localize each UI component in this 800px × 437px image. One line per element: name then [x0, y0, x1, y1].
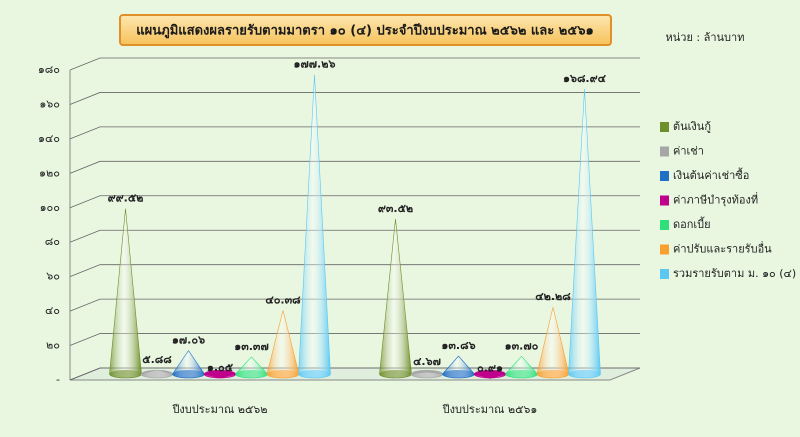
value-label: ๑๓.๓๗ — [234, 340, 268, 353]
legend-swatch — [660, 244, 669, 255]
x-tick-label: ปีงบประมาณ ๒๕๖๒ — [171, 403, 267, 416]
cone — [568, 89, 601, 379]
grid-line — [69, 126, 640, 140]
legend-swatch — [660, 220, 669, 230]
grid-line — [69, 57, 640, 71]
value-label: ๑๖๘.๙๔ — [563, 72, 607, 85]
y-tick-label: ๔๐ — [45, 304, 60, 317]
value-label: ๕.๘๘ — [142, 353, 172, 366]
chart-title: แผนภูมิแสดงผลรายรับตามมาตรา ๑๐ (๔) ประจำ… — [136, 23, 593, 39]
grid-line — [69, 264, 640, 278]
value-label: ๑๓.๘๖ — [441, 339, 475, 352]
y-tick-label: - — [56, 373, 60, 386]
title-box — [119, 14, 612, 46]
cone — [536, 307, 570, 379]
grid-line — [69, 333, 640, 346]
cone — [298, 74, 331, 379]
value-label: ๙๙.๕๒ — [108, 192, 144, 205]
grid-line — [69, 229, 640, 243]
cone — [379, 218, 412, 379]
grid-line — [69, 160, 640, 174]
legend-label: เงินต้นค่าเช่าซื้อ — [673, 167, 749, 182]
value-label: ๑๓.๗๐ — [505, 339, 539, 352]
legend-swatch — [660, 195, 669, 206]
legend-label: ดอกเบี้ย — [673, 216, 711, 231]
y-tick-label: ๑๖๐ — [39, 97, 60, 110]
value-label: ๔.๖๗ — [413, 355, 441, 368]
value-label: ๙๓.๕๒ — [378, 202, 413, 215]
y-tick-label: ๑๒๐ — [39, 166, 60, 179]
value-label: ๔๒.๒๘ — [535, 290, 571, 303]
legend-swatch — [660, 171, 669, 181]
cone — [109, 208, 142, 379]
y-tick-label: ๒๐ — [46, 339, 60, 352]
legend-swatch — [660, 146, 669, 157]
y-tick-label: ๑๘๐ — [38, 63, 60, 76]
grid-line — [69, 92, 640, 105]
grid-line — [69, 298, 640, 312]
value-label: ๔๐.๓๘ — [265, 293, 301, 306]
legend-label: ค่าเช่า — [673, 145, 704, 158]
legend-label: ต้นเงินกู้ — [673, 120, 711, 133]
legend-label: ค่าปรับและรายรับอื่น — [673, 241, 772, 256]
cone — [235, 356, 268, 379]
y-tick-label: ๑๐๐ — [40, 201, 60, 214]
value-label: ๑๗๗.๒๖ — [294, 58, 336, 71]
value-label: ๐.๙๑ — [477, 361, 503, 374]
x-tick-label: ปีงบประมาณ ๒๕๖๑ — [442, 403, 538, 416]
cone — [505, 355, 538, 379]
legend-label: ค่าภาษีบำรุงท้องที่ — [673, 192, 758, 207]
legend-label: รวมรายรับตาม ม. ๑๐ (๔) — [673, 267, 796, 280]
y-tick-label: ๘๐ — [45, 235, 60, 248]
legend-swatch — [660, 269, 669, 279]
cone — [442, 355, 475, 379]
y-tick-label: ๖๐ — [46, 270, 60, 283]
value-label: ๑๗.๐๖ — [172, 334, 205, 347]
legend-swatch — [660, 122, 669, 132]
cone — [266, 310, 300, 379]
y-tick-label: ๑๔๐ — [38, 132, 60, 145]
unit-label: หน่วย : ล้านบาท — [666, 31, 745, 44]
value-label: ๑.๐๕ — [207, 361, 234, 374]
cone — [172, 350, 205, 379]
grid-line — [69, 195, 640, 209]
